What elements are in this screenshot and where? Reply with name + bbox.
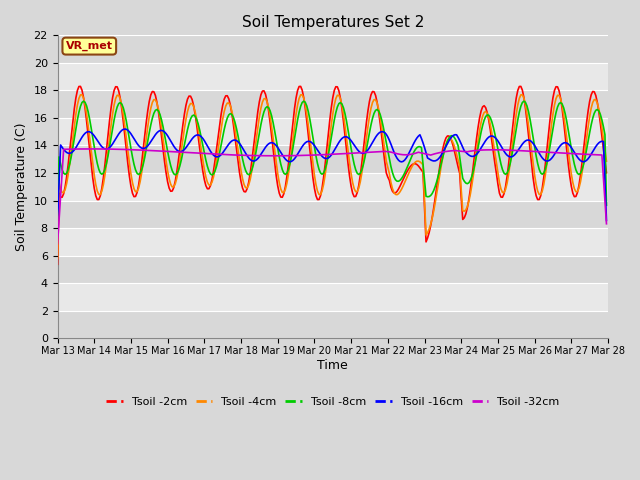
Bar: [58, 36, 608, 63]
Bar: [58, 283, 608, 311]
Legend: Tsoil -2cm, Tsoil -4cm, Tsoil -8cm, Tsoil -16cm, Tsoil -32cm: Tsoil -2cm, Tsoil -4cm, Tsoil -8cm, Tsoi…: [102, 392, 564, 411]
Bar: [58, 118, 608, 145]
Bar: [58, 173, 608, 201]
Title: Soil Temperatures Set 2: Soil Temperatures Set 2: [241, 15, 424, 30]
X-axis label: Time: Time: [317, 359, 348, 372]
Bar: [58, 201, 608, 228]
Bar: [58, 145, 608, 173]
Y-axis label: Soil Temperature (C): Soil Temperature (C): [15, 122, 28, 251]
Bar: [58, 63, 608, 90]
Bar: [58, 90, 608, 118]
Bar: [58, 228, 608, 256]
Bar: [58, 311, 608, 338]
Bar: [58, 256, 608, 283]
Text: VR_met: VR_met: [66, 41, 113, 51]
